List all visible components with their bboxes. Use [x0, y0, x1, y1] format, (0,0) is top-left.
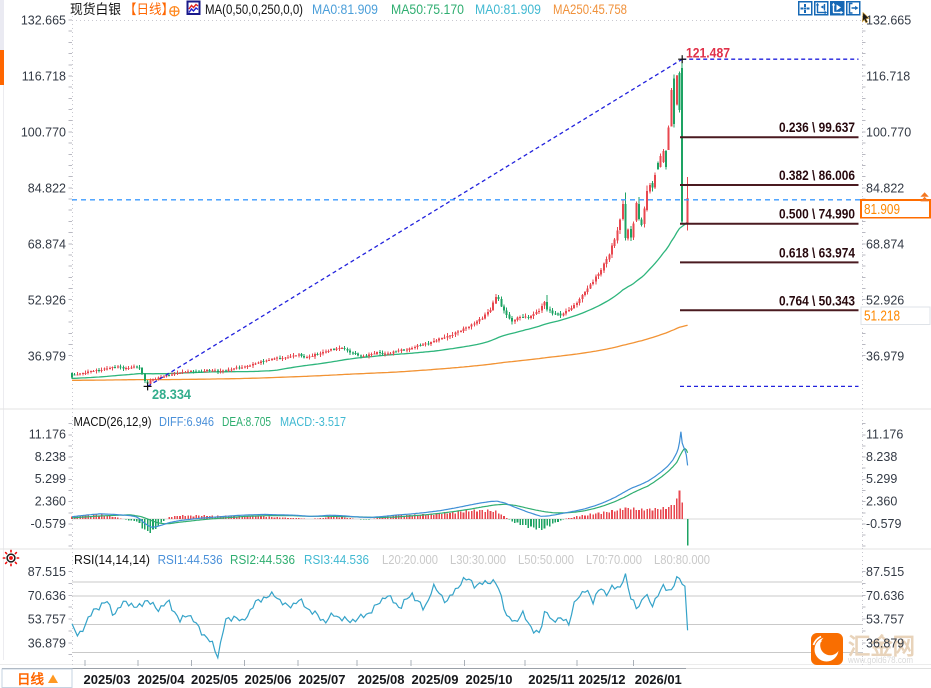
svg-text:53.757: 53.757 — [28, 612, 66, 626]
svg-text:2025/12: 2025/12 — [579, 672, 626, 687]
svg-text:RSI1:44.536: RSI1:44.536 — [158, 552, 223, 567]
svg-text:0.500 \ 74.990: 0.500 \ 74.990 — [779, 206, 855, 222]
svg-text:81.909: 81.909 — [864, 202, 900, 218]
svg-text:L70:70.000: L70:70.000 — [586, 552, 642, 567]
svg-text:53.757: 53.757 — [866, 612, 904, 626]
svg-text:11.176: 11.176 — [29, 428, 66, 442]
svg-text:116.718: 116.718 — [22, 70, 66, 84]
svg-text:100.770: 100.770 — [21, 126, 66, 140]
svg-text:11.176: 11.176 — [866, 428, 903, 442]
svg-text:36.879: 36.879 — [866, 636, 904, 650]
svg-text:2025/09: 2025/09 — [412, 672, 459, 687]
svg-text:www.gold678.com: www.gold678.com — [847, 655, 913, 666]
svg-text:2025/11: 2025/11 — [528, 672, 574, 687]
svg-text:DIFF:6.946: DIFF:6.946 — [159, 414, 214, 429]
svg-text:100.770: 100.770 — [866, 126, 911, 140]
svg-text:MA0:81.909: MA0:81.909 — [475, 2, 541, 17]
svg-text:132.665: 132.665 — [866, 14, 911, 28]
svg-text:84.822: 84.822 — [28, 182, 66, 196]
svg-text:-0.579: -0.579 — [31, 517, 66, 531]
svg-text:RSI(14,14,14): RSI(14,14,14) — [74, 552, 150, 567]
svg-text:0.236 \ 99.637: 0.236 \ 99.637 — [779, 119, 855, 135]
svg-text:2.360: 2.360 — [35, 495, 66, 509]
svg-text:MACD:-3.517: MACD:-3.517 — [280, 414, 346, 429]
svg-text:2025/07: 2025/07 — [299, 672, 346, 687]
svg-text:【日线】: 【日线】 — [124, 2, 174, 17]
svg-text:MA250:45.758: MA250:45.758 — [553, 2, 627, 17]
svg-text:2026/01: 2026/01 — [635, 672, 682, 687]
svg-text:2.360: 2.360 — [866, 495, 897, 509]
svg-text:87.515: 87.515 — [866, 565, 904, 579]
svg-text:日线: 日线 — [17, 671, 44, 687]
svg-text:RSI2:44.536: RSI2:44.536 — [230, 552, 295, 567]
svg-text:2025/04: 2025/04 — [138, 672, 186, 687]
svg-text:5.299: 5.299 — [866, 472, 897, 486]
svg-text:L20:20.000: L20:20.000 — [382, 552, 438, 567]
svg-text:116.718: 116.718 — [866, 70, 910, 84]
svg-text:MA(0,50,0,250,0,0): MA(0,50,0,250,0,0) — [205, 2, 303, 17]
svg-text:L80:80.000: L80:80.000 — [654, 552, 710, 567]
svg-text:2025/08: 2025/08 — [358, 672, 405, 687]
svg-text:70.636: 70.636 — [28, 589, 66, 603]
svg-text:132.665: 132.665 — [21, 14, 66, 28]
svg-text:2025/03: 2025/03 — [84, 672, 131, 687]
svg-text:68.874: 68.874 — [28, 238, 66, 252]
svg-text:84.822: 84.822 — [866, 182, 904, 196]
svg-text:0.764 \ 50.343: 0.764 \ 50.343 — [779, 292, 855, 308]
svg-text:L50:50.000: L50:50.000 — [518, 552, 574, 567]
svg-text:2025/10: 2025/10 — [466, 672, 513, 687]
svg-text:8.238: 8.238 — [35, 450, 66, 464]
svg-text:52.926: 52.926 — [866, 294, 904, 308]
svg-text:MACD(26,12,9): MACD(26,12,9) — [74, 414, 152, 429]
svg-text:2025/06: 2025/06 — [245, 672, 292, 687]
svg-text:28.334: 28.334 — [152, 387, 191, 402]
svg-text:DEA:8.705: DEA:8.705 — [222, 414, 271, 429]
svg-text:51.218: 51.218 — [864, 309, 900, 325]
svg-text:MA0:81.909: MA0:81.909 — [312, 2, 378, 17]
svg-text:68.874: 68.874 — [866, 238, 904, 252]
svg-text:70.636: 70.636 — [866, 589, 904, 603]
svg-text:0.618 \ 63.974: 0.618 \ 63.974 — [779, 244, 855, 260]
svg-text:-0.579: -0.579 — [866, 517, 901, 531]
svg-text:汇金网: 汇金网 — [848, 633, 915, 659]
svg-text:5.299: 5.299 — [35, 472, 66, 486]
svg-text:52.926: 52.926 — [28, 294, 66, 308]
svg-text:36.979: 36.979 — [28, 350, 66, 364]
svg-text:8.238: 8.238 — [866, 450, 897, 464]
svg-text:L30:30.000: L30:30.000 — [450, 552, 506, 567]
svg-text:2025/05: 2025/05 — [191, 672, 238, 687]
svg-text:0.382 \ 86.006: 0.382 \ 86.006 — [779, 167, 855, 183]
svg-text:36.979: 36.979 — [866, 350, 904, 364]
svg-text:现货白银: 现货白银 — [70, 1, 121, 17]
svg-text:87.515: 87.515 — [28, 565, 66, 579]
svg-text:MA50:75.170: MA50:75.170 — [391, 2, 464, 17]
svg-text:121.487: 121.487 — [686, 46, 730, 61]
svg-text:36.879: 36.879 — [28, 636, 66, 650]
svg-text:RSI3:44.536: RSI3:44.536 — [304, 552, 369, 567]
